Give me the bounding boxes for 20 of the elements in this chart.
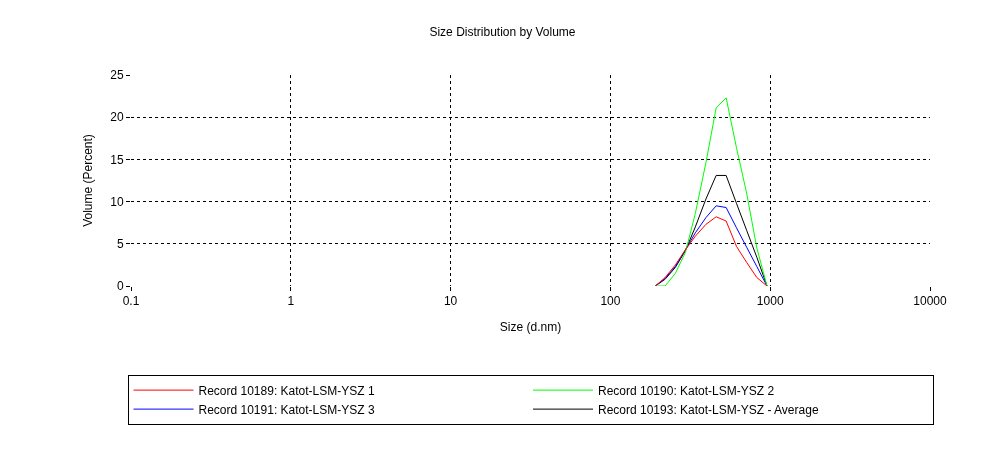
legend-label: Record 10190: Katot-LSM-YSZ 2 (598, 383, 775, 398)
x-tick-label: 1000 (756, 294, 784, 309)
line-series (654, 97, 768, 286)
x-axis-title: Size (d.nm) (499, 320, 562, 335)
y-tick-label: 10 (110, 194, 124, 209)
y-tick-label: 0 (116, 279, 124, 294)
x-tick-label: 1 (287, 294, 295, 309)
y-tick-label: 15 (110, 152, 124, 167)
legend-label: Record 10191: Katot-LSM-YSZ 3 (198, 402, 375, 417)
y-tick-label: 25 (110, 68, 124, 83)
y-tick-label: 5 (116, 237, 124, 251)
x-tick-label: 10000 (913, 294, 948, 309)
chart-title: Size Distribution by Volume (429, 24, 576, 39)
x-tick-label: 100 (600, 294, 621, 309)
legend-label: Record 10189: Katot-LSM-YSZ 1 (198, 383, 375, 398)
x-tick-label: 10 (443, 294, 458, 309)
y-axis-title: Volume (Percent) (80, 134, 95, 227)
y-tick-label: 20 (110, 110, 124, 125)
legend-label: Record 10193: Katot-LSM-YSZ - Average (598, 402, 819, 417)
x-tick-label: 0.1 (122, 294, 140, 309)
